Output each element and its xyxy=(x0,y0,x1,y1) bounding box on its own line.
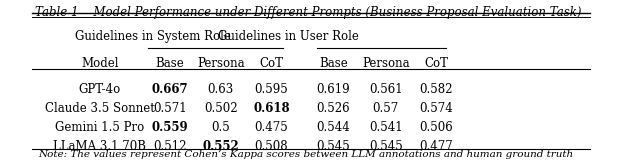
Text: Table 1    Model Performance under Different Prompts (Business Proposal Evaluati: Table 1 Model Performance under Differen… xyxy=(35,6,581,19)
Text: 0.512: 0.512 xyxy=(154,140,187,153)
Text: 0.552: 0.552 xyxy=(202,140,239,153)
Text: 0.526: 0.526 xyxy=(317,102,350,115)
Text: Persona: Persona xyxy=(197,57,244,70)
Text: 0.618: 0.618 xyxy=(253,102,290,115)
Text: Guidelines in User Role: Guidelines in User Role xyxy=(218,30,359,43)
Text: Base: Base xyxy=(156,57,184,70)
Text: 0.477: 0.477 xyxy=(420,140,453,153)
Text: 0.571: 0.571 xyxy=(154,102,187,115)
Text: 0.475: 0.475 xyxy=(255,121,289,134)
Text: 0.544: 0.544 xyxy=(317,121,350,134)
Text: 0.545: 0.545 xyxy=(369,140,403,153)
Text: Guidelines in System Role: Guidelines in System Role xyxy=(76,30,231,43)
Text: 0.667: 0.667 xyxy=(152,83,189,96)
Text: GPT-4o: GPT-4o xyxy=(79,83,121,96)
Text: 0.559: 0.559 xyxy=(152,121,189,134)
Text: 0.508: 0.508 xyxy=(255,140,289,153)
Text: 0.57: 0.57 xyxy=(372,102,399,115)
Text: Base: Base xyxy=(319,57,348,70)
Text: 0.595: 0.595 xyxy=(255,83,289,96)
Text: CoT: CoT xyxy=(259,57,284,70)
Text: 0.582: 0.582 xyxy=(420,83,453,96)
Text: Claude 3.5 Sonnet: Claude 3.5 Sonnet xyxy=(45,102,155,115)
Text: 0.5: 0.5 xyxy=(211,121,230,134)
Text: 0.619: 0.619 xyxy=(317,83,350,96)
Text: 0.545: 0.545 xyxy=(317,140,350,153)
Text: Gemini 1.5 Pro: Gemini 1.5 Pro xyxy=(55,121,145,134)
Text: 0.63: 0.63 xyxy=(208,83,234,96)
Text: 0.506: 0.506 xyxy=(420,121,453,134)
Text: Model: Model xyxy=(81,57,118,70)
Text: 0.502: 0.502 xyxy=(204,102,237,115)
Text: 0.541: 0.541 xyxy=(369,121,403,134)
Text: 0.574: 0.574 xyxy=(420,102,453,115)
Text: Persona: Persona xyxy=(362,57,410,70)
Text: 0.561: 0.561 xyxy=(369,83,403,96)
Text: Note: The values represent Cohen’s Kappa scores between LLM annotations and huma: Note: The values represent Cohen’s Kappa… xyxy=(38,150,573,159)
Text: CoT: CoT xyxy=(424,57,449,70)
Text: LLaMA 3.1 70B: LLaMA 3.1 70B xyxy=(53,140,147,153)
